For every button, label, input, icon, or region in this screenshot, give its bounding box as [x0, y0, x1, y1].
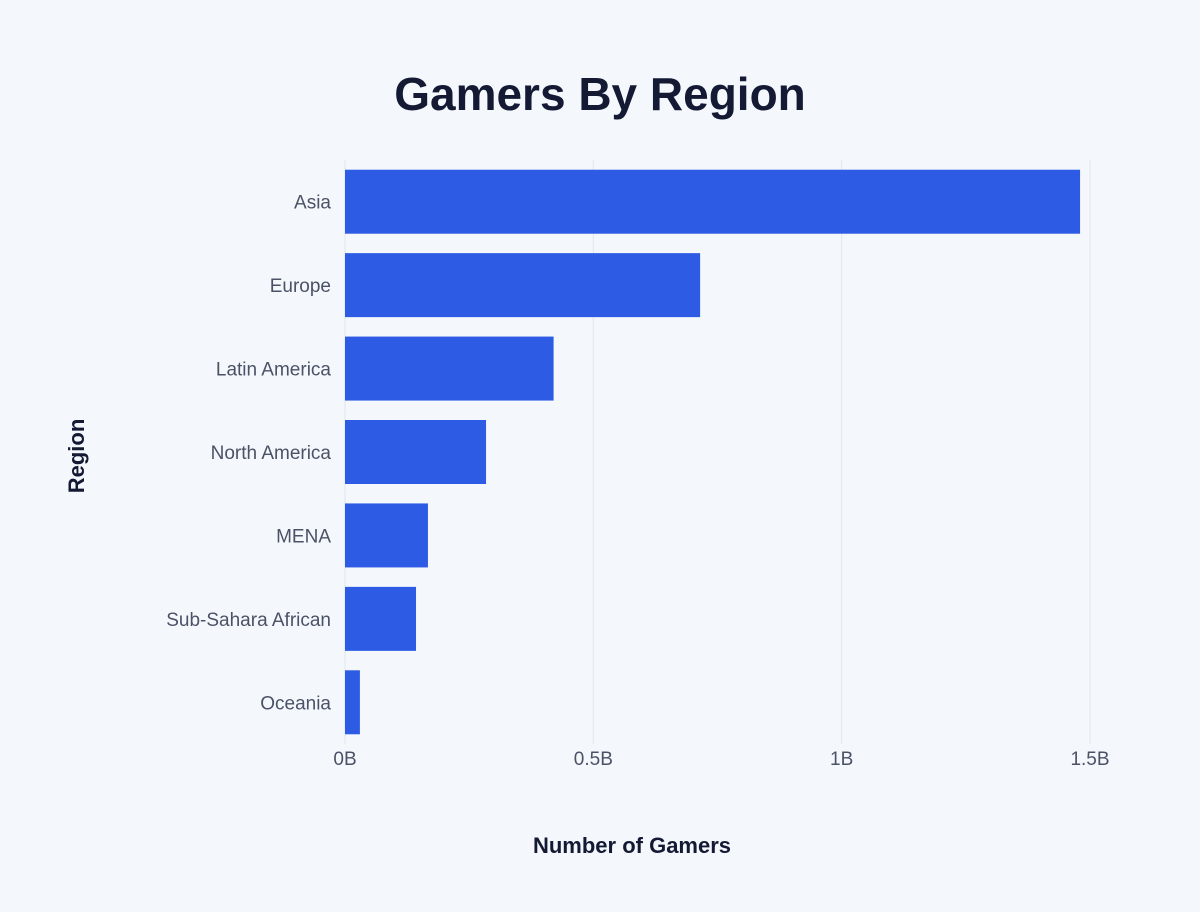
x-axis-label: Number of Gamers	[533, 833, 731, 858]
x-tick-labels: 0B 0.5B 1B 1.5B	[333, 749, 1109, 770]
category-label: Latin America	[216, 360, 332, 381]
bar-oceania	[345, 670, 360, 735]
category-label: MENA	[276, 526, 331, 547]
bar-latin-america	[345, 336, 554, 401]
x-tick-label: 0.5B	[574, 749, 613, 770]
x-tick-label: 0B	[333, 749, 356, 770]
bar-asia	[345, 169, 1081, 234]
bar-sub-sahara-african	[345, 586, 417, 651]
category-label: Europe	[270, 276, 331, 297]
category-label: Asia	[294, 193, 331, 214]
bars	[345, 169, 1081, 735]
category-labels: Asia Europe Latin America North America MENA…	[166, 193, 331, 715]
bar-mena	[345, 503, 428, 568]
category-label: North America	[211, 443, 332, 464]
category-label: Oceania	[260, 693, 331, 714]
x-tick-label: 1B	[830, 749, 853, 770]
bar-europe	[345, 253, 701, 318]
y-axis-label: Region	[64, 419, 89, 494]
chart-title: Gamers By Region	[394, 68, 806, 120]
category-label: Sub-Sahara African	[166, 610, 331, 631]
x-tick-label: 1.5B	[1070, 749, 1109, 770]
bar-north-america	[345, 420, 487, 484]
